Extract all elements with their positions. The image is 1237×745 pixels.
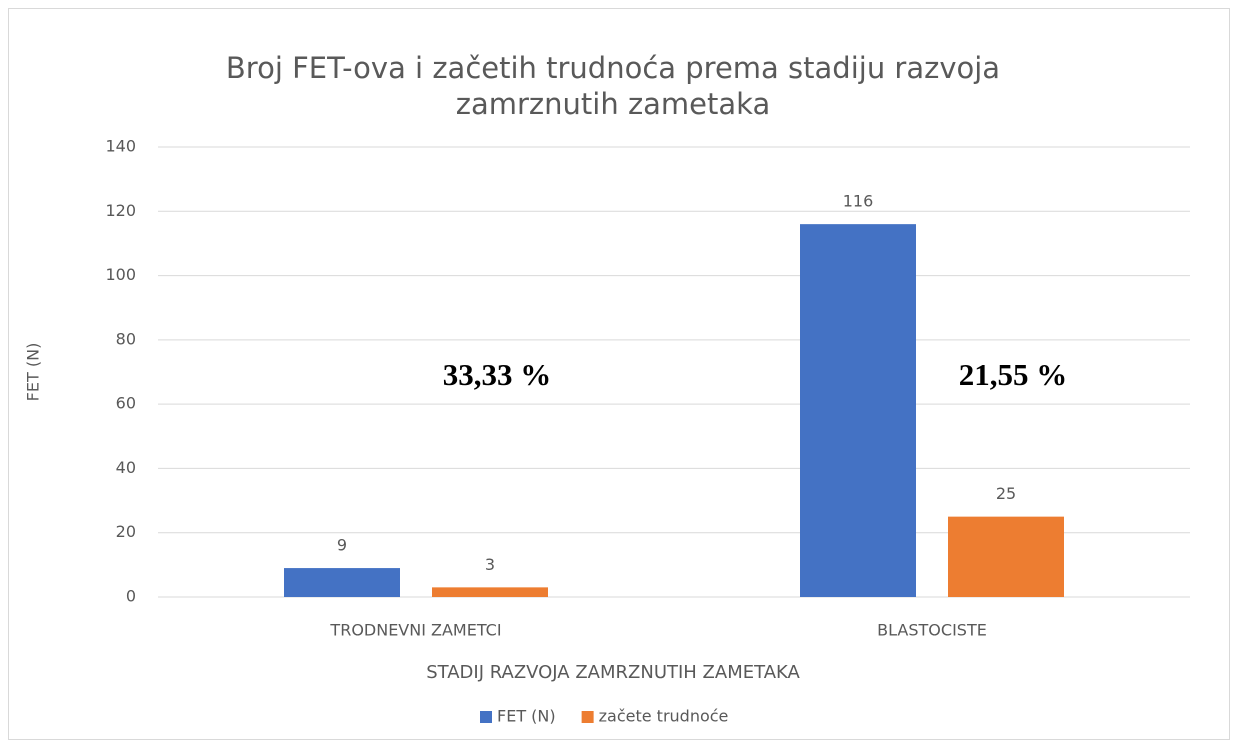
annotation: 33,33 % — [443, 357, 552, 392]
data-label: 9 — [337, 536, 347, 555]
y-tick-label: 0 — [126, 587, 136, 606]
legend-label: začete trudnoće — [599, 707, 729, 726]
bar — [284, 568, 400, 597]
chart-border — [8, 8, 1230, 740]
data-label: 3 — [485, 555, 495, 574]
chart-title: zamrznutih zametaka — [456, 87, 770, 121]
data-label: 25 — [996, 484, 1016, 503]
y-tick-label: 20 — [116, 522, 136, 541]
legend-label: FET (N) — [497, 707, 556, 726]
x-tick-label: TRODNEVNI ZAMETCI — [329, 621, 501, 640]
y-tick-label: 100 — [105, 265, 136, 284]
chart-title: Broj FET-ova i začetih trudnoća prema st… — [226, 51, 1000, 85]
x-tick-label: BLASTOCISTE — [877, 621, 987, 640]
y-axis-label: FET (N) — [24, 343, 43, 402]
bar — [800, 224, 916, 597]
y-tick-label: 80 — [116, 329, 136, 348]
legend-swatch — [581, 711, 594, 723]
annotation: 21,55 % — [959, 357, 1068, 392]
y-tick-label: 120 — [105, 201, 136, 220]
bar — [948, 516, 1064, 597]
data-label: 116 — [843, 192, 874, 211]
y-tick-label: 60 — [116, 394, 136, 413]
x-axis-label: STADIJ RAZVOJA ZAMRZNUTIH ZAMETAKA — [426, 662, 800, 683]
legend-swatch — [480, 711, 492, 723]
y-tick-label: 40 — [116, 458, 136, 477]
bar — [432, 587, 548, 597]
y-tick-label: 140 — [105, 137, 136, 156]
